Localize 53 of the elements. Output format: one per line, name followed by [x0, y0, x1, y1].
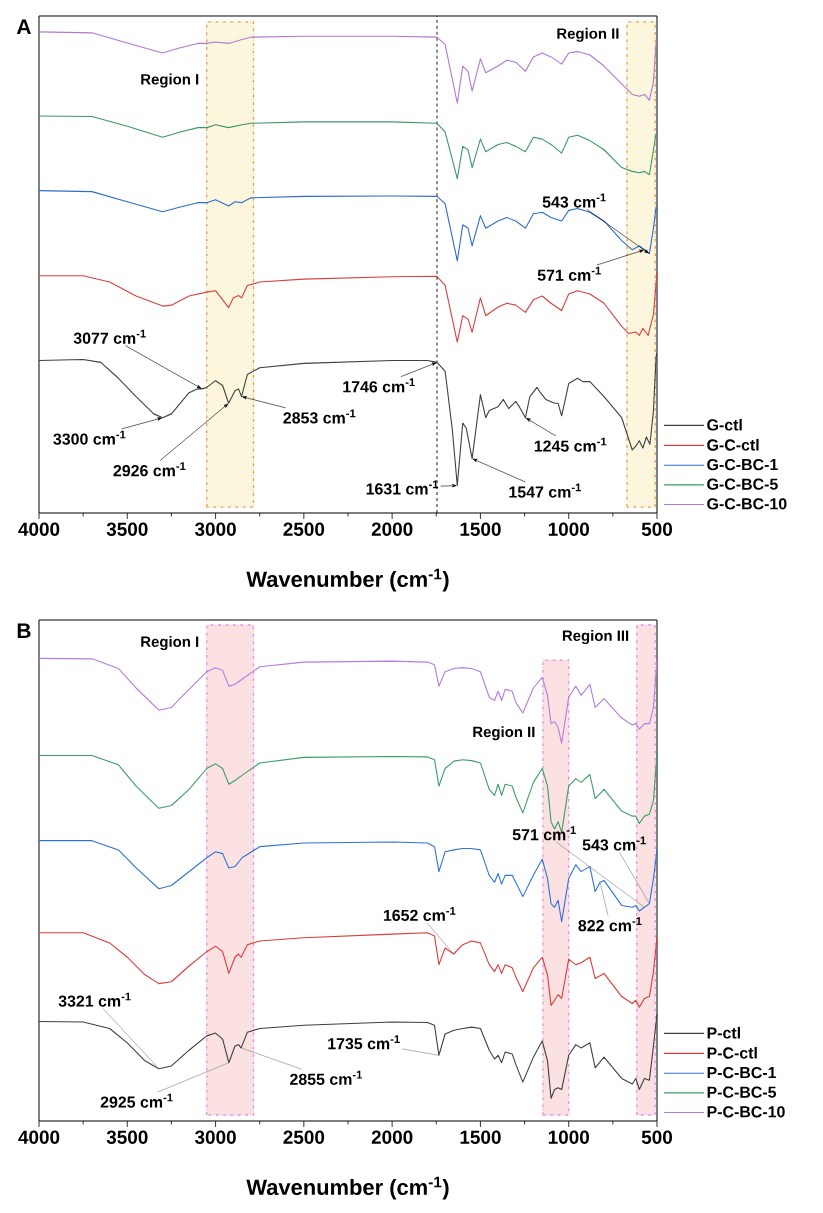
- annotation: 3321 cm$^{-1}$: [58, 992, 131, 1007]
- x-tick-label: 1000: [548, 522, 589, 536]
- annotation: 1631 cm$^{-1}$: [366, 480, 439, 495]
- band-label: Region III: [562, 630, 629, 645]
- annotation: 2925 cm$^{-1}$: [100, 1093, 173, 1108]
- x-axis-title: Wavenumber (cm$^{-1}$): [246, 568, 449, 592]
- x-tick-label: 1500: [460, 1130, 501, 1144]
- annotation: 1652 cm$^{-1}$: [383, 906, 456, 922]
- x-tick-label: 500: [641, 522, 672, 536]
- x-tick-label: 4000: [18, 522, 60, 536]
- legend-label: P-C-ctl: [707, 1046, 757, 1059]
- band-label: Region I: [141, 73, 199, 88]
- annotation: 543 cm$^{-1}$: [582, 836, 646, 851]
- band-label: Region II: [557, 27, 619, 42]
- x-tick-label: 3500: [106, 522, 148, 536]
- annotation: 3077 cm$^{-1}$: [73, 329, 146, 344]
- annotation: 2853 cm$^{-1}$: [283, 409, 356, 424]
- legend-label: G-C-BC-10: [707, 498, 787, 510]
- x-tick-label: 2500: [283, 522, 325, 536]
- annotation: 3300 cm$^{-1}$: [53, 430, 126, 445]
- annotation: 543 cm$^{-1}$: [542, 193, 606, 208]
- annotation: 1735 cm$^{-1}$: [328, 1035, 400, 1050]
- annotation: 571 cm$^{-1}$: [537, 266, 601, 281]
- x-tick-label: 2000: [371, 1130, 413, 1144]
- x-tick-label: 3000: [194, 522, 236, 536]
- annotation: 1547 cm$^{-1}$: [509, 483, 581, 498]
- annotation: 2855 cm$^{-1}$: [290, 1070, 363, 1085]
- x-tick-label: 2000: [371, 522, 413, 536]
- legend-label: P-C-BC-10: [707, 1106, 785, 1118]
- legend-label: P-C-BC-1: [707, 1066, 777, 1079]
- legend-label: G-C-BC-1: [707, 458, 778, 471]
- x-tick-label: 3500: [106, 1130, 148, 1144]
- chart-title: B: [17, 623, 31, 638]
- x-tick-label: 3000: [194, 1130, 236, 1144]
- chart-title: A: [16, 19, 31, 34]
- legend-label: G-C-ctl: [707, 438, 759, 451]
- x-tick-label: 2500: [283, 1130, 325, 1144]
- legend-label: G-C-BC-5: [707, 478, 778, 490]
- legend-label: G-ctl: [707, 418, 742, 431]
- x-tick-label: 500: [641, 1130, 672, 1144]
- annotation: 2926 cm$^{-1}$: [113, 462, 186, 477]
- x-tick-label: 1000: [548, 1130, 589, 1144]
- band-label: Region II: [473, 726, 535, 741]
- legend-label: P-ctl: [707, 1026, 740, 1039]
- legend-label: P-C-BC-5: [707, 1086, 777, 1098]
- annotation: 1746 cm$^{-1}$: [343, 378, 415, 393]
- annotation: 1245 cm$^{-1}$: [534, 437, 607, 452]
- x-tick-label: 1500: [460, 522, 501, 536]
- x-axis-title: Wavenumber (cm$^{-1}$): [246, 1176, 449, 1200]
- annotation: 571 cm$^{-1}$: [512, 826, 576, 841]
- band-label: Region I: [141, 636, 199, 651]
- x-tick-label: 4000: [18, 1130, 60, 1144]
- annotation: 822 cm$^{-1}$: [578, 917, 642, 932]
